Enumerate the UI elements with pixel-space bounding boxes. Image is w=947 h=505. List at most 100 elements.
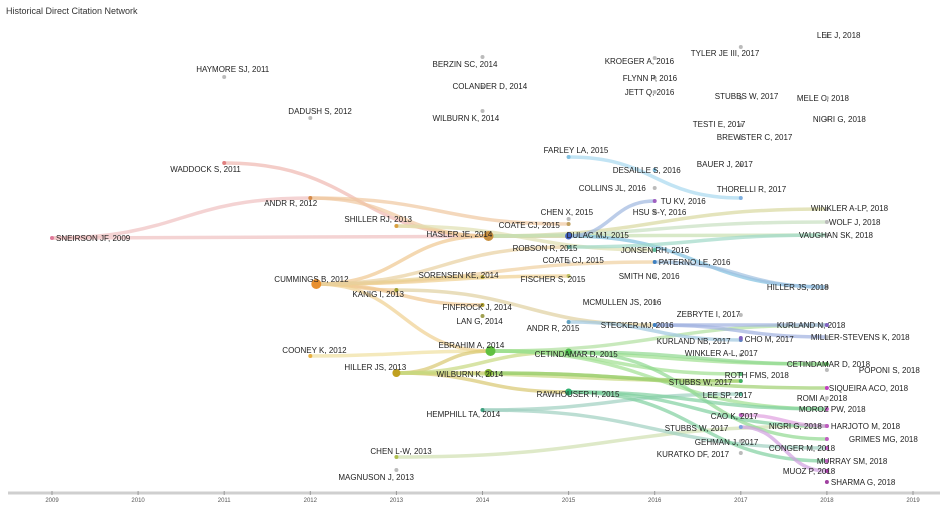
node-label-wolf2018: WOLF J, 2018: [829, 218, 881, 227]
node-sneirson2009[interactable]: [50, 236, 54, 240]
node-dulac2015[interactable]: [565, 232, 573, 240]
node-farley2015[interactable]: [566, 155, 571, 159]
node-jett2016[interactable]: [652, 90, 657, 94]
node-wilburn2014b[interactable]: [484, 369, 493, 377]
node-jonsen2016[interactable]: [652, 248, 657, 252]
node-stecker2016[interactable]: [652, 323, 657, 327]
node-kroeger2016[interactable]: [652, 56, 657, 60]
node-andr2012[interactable]: [308, 196, 313, 200]
node-vaughan2018[interactable]: [824, 233, 829, 237]
node-wolf2018[interactable]: [824, 220, 829, 224]
node-stubbs2017c[interactable]: [738, 425, 743, 429]
node-dadush2012[interactable]: [308, 116, 313, 120]
node-label-fischer2015: FISCHER S, 2015: [521, 275, 586, 284]
node-label-smith2016: SMITH NC, 2016: [619, 272, 680, 281]
node-stubbs2017b[interactable]: [738, 379, 743, 383]
node-rawhouser2015[interactable]: [565, 388, 573, 396]
node-cao2017[interactable]: [738, 413, 743, 417]
node-mcmullen2016[interactable]: [652, 300, 657, 304]
node-label-winkleralp2018: WINKLER A-LP, 2018: [811, 204, 889, 213]
node-hemphill2014[interactable]: [480, 408, 485, 412]
node-label-cummings2012: CUMMINGS B, 2012: [274, 275, 349, 284]
node-poponi2018[interactable]: [824, 368, 829, 372]
node-kuratko2017[interactable]: [738, 451, 743, 455]
node-label-coate2015a: COATE CJ, 2015: [499, 221, 561, 230]
node-nigri2018a[interactable]: [824, 117, 829, 121]
node-paterno2016[interactable]: [652, 260, 657, 264]
node-label-kanig2013: KANIG I, 2013: [352, 290, 404, 299]
node-muoz2018[interactable]: [824, 469, 829, 473]
node-hillerjs2018[interactable]: [824, 285, 829, 289]
node-kurlandn2018[interactable]: [824, 323, 829, 327]
node-label-sorensen2014: SORENSEN KE, 2014: [419, 271, 500, 280]
node-label-millerstevens2018: MILLER-STEVENS K, 2018: [811, 333, 910, 342]
node-testi2017[interactable]: [738, 123, 743, 127]
node-hasler2014[interactable]: [483, 231, 494, 241]
node-smith2016[interactable]: [652, 274, 657, 278]
node-winkleral2017[interactable]: [738, 353, 743, 357]
node-gehman2017[interactable]: [738, 439, 743, 443]
node-sharma2018[interactable]: [824, 480, 829, 484]
node-andr2015[interactable]: [566, 320, 571, 324]
node-label-winkleral2017: WINKLER A-L, 2017: [685, 349, 758, 358]
node-moroz2018[interactable]: [824, 407, 829, 411]
node-mele2018[interactable]: [824, 96, 829, 100]
labels-layer: SNEIRSON JF, 2009 HAYMORE SJ, 2011 WADDOCK…: [56, 31, 920, 487]
node-grimes2018[interactable]: [824, 437, 829, 441]
node-berzin2014[interactable]: [480, 55, 485, 59]
node-winkleralp2018[interactable]: [824, 207, 829, 211]
node-fischer2015[interactable]: [566, 274, 571, 278]
axis-year-label: 2012: [304, 498, 318, 504]
node-romi2018[interactable]: [824, 396, 829, 400]
node-brewster2017[interactable]: [738, 136, 743, 140]
node-rothfms2018[interactable]: [738, 372, 743, 376]
node-bauer2017[interactable]: [738, 163, 743, 167]
node-finfrock2014[interactable]: [480, 303, 485, 307]
node-wilburn2014a[interactable]: [480, 109, 485, 113]
node-chenx2015[interactable]: [566, 217, 571, 221]
node-kanig2013[interactable]: [394, 288, 399, 292]
node-label-mcmullen2016: MCMULLEN JS, 2016: [583, 298, 662, 307]
node-flynn2016[interactable]: [652, 76, 657, 80]
node-waddock2011[interactable]: [222, 161, 227, 165]
node-magnuson2013[interactable]: [394, 468, 399, 472]
node-lan2014[interactable]: [480, 314, 485, 318]
node-collins2016[interactable]: [652, 186, 657, 190]
node-cho2017[interactable]: [738, 336, 743, 340]
node-millerstevens2018[interactable]: [824, 335, 829, 339]
node-label-andr2015: ANDR R, 2015: [527, 324, 580, 333]
node-desaille2016[interactable]: [652, 168, 657, 172]
node-thorelli2017[interactable]: [738, 196, 743, 200]
node-sorensen2014[interactable]: [480, 275, 485, 279]
node-robson2015[interactable]: [566, 245, 571, 249]
node-label-zebryte2017: ZEBRYTE I, 2017: [677, 310, 741, 319]
node-siqueira2018[interactable]: [824, 386, 829, 390]
node-hsu2016[interactable]: [652, 210, 657, 214]
node-cetindamar2015[interactable]: [565, 348, 573, 356]
node-coate2015b[interactable]: [566, 260, 571, 264]
node-conger2018[interactable]: [824, 446, 829, 450]
node-cummings2012[interactable]: [311, 279, 322, 289]
node-chenlw2013[interactable]: [394, 455, 399, 459]
node-lee2018[interactable]: [824, 34, 829, 38]
node-shiller2013[interactable]: [394, 224, 399, 228]
node-coate2015a[interactable]: [566, 222, 571, 226]
node-hiller2013[interactable]: [392, 369, 401, 377]
node-label-berzin2014: BERZIN SC, 2014: [433, 60, 498, 69]
node-haymore2011[interactable]: [222, 75, 227, 79]
citation-edge: [739, 413, 829, 428]
node-cetindamar2018[interactable]: [824, 362, 829, 366]
node-zebryte2017[interactable]: [738, 313, 743, 317]
node-stubbs2017a[interactable]: [738, 96, 743, 100]
node-harjoto2018[interactable]: [824, 424, 829, 428]
node-colander2014[interactable]: [480, 85, 485, 89]
node-label-harjoto2018: HARJOTO M, 2018: [831, 422, 901, 431]
node-ebrahim2014[interactable]: [485, 346, 496, 356]
node-label-jonsen2016: JONSEN RH, 2016: [621, 246, 690, 255]
node-murray2018[interactable]: [824, 459, 829, 463]
node-tu2016[interactable]: [652, 199, 657, 203]
node-cooney2012[interactable]: [308, 354, 313, 358]
node-leesp2017[interactable]: [738, 392, 743, 396]
node-label-hemphill2014: HEMPHILL TA, 2014: [427, 410, 501, 419]
node-tyler2017[interactable]: [738, 45, 743, 49]
